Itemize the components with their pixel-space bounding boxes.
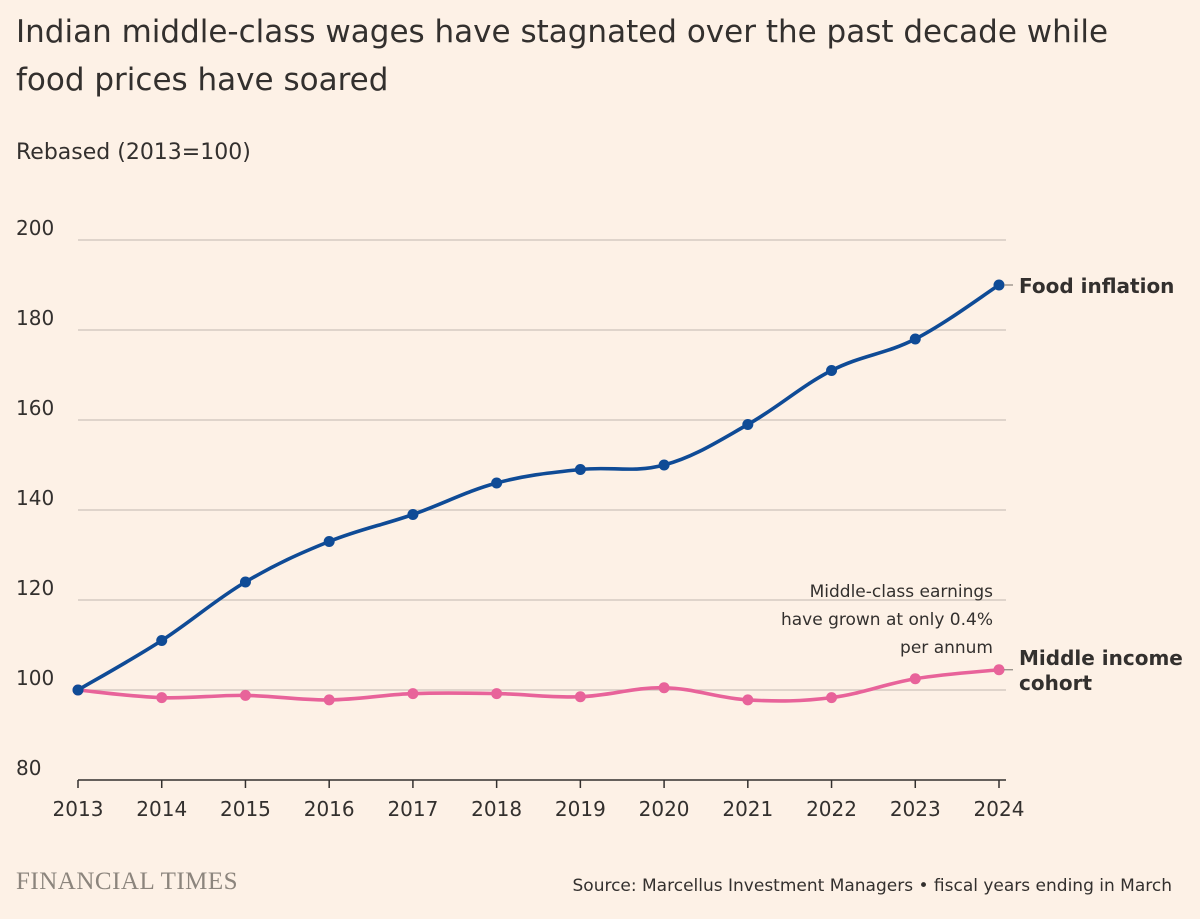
- food-inflation-point: [574, 464, 586, 475]
- x-tick-label: 2023: [890, 797, 941, 821]
- x-tick-label: 2024: [974, 797, 1025, 821]
- middle-income-label: Middle income: [1019, 646, 1183, 670]
- middle-income-point: [239, 689, 251, 701]
- y-tick-label: 180: [16, 306, 54, 330]
- food-inflation-point: [407, 509, 419, 520]
- food-inflation-point: [239, 576, 251, 588]
- y-tick-label: 100: [16, 666, 54, 690]
- x-tick-label: 2014: [136, 797, 187, 821]
- food-inflation-point: [323, 536, 335, 547]
- y-tick-label: 120: [16, 576, 54, 600]
- food-inflation-point: [491, 477, 503, 489]
- y-axis-labels: 80 100 120 140 160 180 200: [16, 216, 54, 780]
- middle-income-point: [826, 692, 838, 704]
- food-inflation-point: [826, 365, 838, 376]
- x-tick-label: 2019: [555, 797, 606, 821]
- food-inflation-point: [658, 459, 670, 471]
- annotation-line: have grown at only 0.4%: [781, 610, 993, 630]
- x-tick-label: 2017: [387, 797, 438, 821]
- middle-income-point: [909, 673, 921, 685]
- x-tick-label: 2021: [722, 797, 773, 821]
- middle-income-point: [323, 694, 335, 706]
- x-tick-label: 2020: [639, 797, 690, 821]
- y-tick-label: 140: [16, 486, 54, 510]
- chart-title: Indian middle-class wages have stagnated…: [16, 14, 1109, 98]
- x-tick-label: 2016: [304, 797, 355, 821]
- food-inflation-line: [76, 283, 1001, 692]
- middle-income-point: [491, 688, 503, 700]
- middle-income-point: [658, 682, 670, 694]
- chart-subtitle: Rebased (2013=100): [16, 140, 251, 165]
- ft-logo: FINANCIAL TIMES: [16, 868, 239, 895]
- food-inflation-point: [156, 635, 168, 646]
- y-tick-label: 80: [16, 756, 41, 780]
- y-tick-label: 160: [16, 396, 54, 420]
- annotation-line: Middle-class earnings: [810, 582, 994, 602]
- x-tick-label: 2015: [220, 797, 271, 821]
- source-note: Source: Marcellus Investment Managers • …: [572, 876, 1173, 896]
- annotation-line: per annum: [900, 638, 993, 658]
- x-tick-label: 2022: [806, 797, 857, 821]
- middle-income-point: [993, 664, 1005, 676]
- food-inflation-point: [72, 684, 84, 696]
- x-axis: 2013 2014 2015 2016 2017 2018 2019 2020 2021 2022…: [53, 779, 1025, 821]
- series-lines: [72, 279, 1005, 706]
- y-tick-label: 200: [16, 216, 54, 240]
- food-inflation-label: Food inflation: [1019, 274, 1174, 298]
- gridlines: [78, 239, 1006, 691]
- middle-income-line: [76, 667, 1001, 703]
- food-inflation-point: [742, 419, 754, 430]
- middle-income-point: [156, 692, 168, 704]
- middle-income-label: cohort: [1019, 671, 1092, 695]
- middle-income-point: [742, 694, 754, 706]
- x-tick-label: 2018: [471, 797, 522, 821]
- middle-income-point: [574, 691, 586, 703]
- middle-income-point: [407, 688, 419, 700]
- x-tick-label: 2013: [53, 797, 104, 821]
- food-inflation-point: [909, 333, 921, 345]
- food-inflation-point: [993, 279, 1005, 291]
- annotation: Middle-class earnings have grown at only …: [781, 582, 993, 658]
